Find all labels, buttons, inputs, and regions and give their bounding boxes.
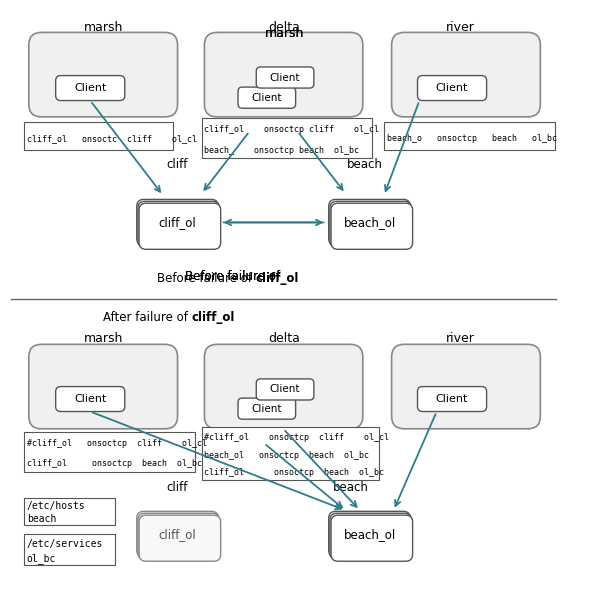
FancyBboxPatch shape — [204, 344, 363, 429]
FancyBboxPatch shape — [329, 199, 410, 245]
FancyBboxPatch shape — [202, 427, 379, 480]
Text: beach: beach — [27, 515, 56, 524]
FancyBboxPatch shape — [24, 534, 115, 565]
FancyBboxPatch shape — [138, 513, 219, 559]
FancyBboxPatch shape — [56, 387, 125, 412]
Text: beach_o   onsoctcp   beach   ol_bc: beach_o onsoctcp beach ol_bc — [387, 135, 557, 144]
Text: marsh: marsh — [264, 27, 304, 40]
FancyBboxPatch shape — [417, 76, 486, 100]
Text: marsh: marsh — [84, 333, 124, 345]
FancyBboxPatch shape — [384, 122, 555, 150]
Text: #cliff_ol   onsoctcp  cliff    ol_cl: #cliff_ol onsoctcp cliff ol_cl — [27, 439, 207, 448]
Text: river: river — [446, 21, 475, 35]
FancyBboxPatch shape — [137, 512, 218, 557]
Text: After failure of: After failure of — [103, 311, 192, 325]
Text: Client: Client — [74, 83, 106, 93]
Text: delta: delta — [268, 333, 300, 345]
Text: beach_ol: beach_ol — [343, 528, 395, 541]
Text: river: river — [446, 333, 475, 345]
Text: Client: Client — [74, 394, 106, 404]
Text: Client: Client — [436, 83, 468, 93]
Text: cliff_ol    onsoctcp cliff    ol_cl: cliff_ol onsoctcp cliff ol_cl — [204, 125, 379, 135]
FancyBboxPatch shape — [138, 202, 219, 247]
FancyBboxPatch shape — [256, 379, 314, 400]
Text: beach: beach — [347, 158, 382, 171]
FancyBboxPatch shape — [24, 498, 115, 525]
FancyBboxPatch shape — [329, 512, 410, 557]
Text: cliff_ol   onsoctc  cliff    ol_cl: cliff_ol onsoctc cliff ol_cl — [27, 135, 197, 144]
Text: beach: beach — [332, 481, 368, 494]
Text: cliff_ol: cliff_ol — [159, 528, 196, 541]
Text: delta: delta — [268, 21, 300, 35]
FancyBboxPatch shape — [330, 202, 411, 247]
Text: ol_bc: ol_bc — [27, 554, 56, 565]
FancyBboxPatch shape — [331, 203, 413, 249]
FancyBboxPatch shape — [24, 432, 195, 472]
Text: /etc/hosts: /etc/hosts — [27, 501, 86, 511]
Text: beach_    onsoctcp beach  ol_bc: beach_ onsoctcp beach ol_bc — [204, 146, 359, 155]
FancyBboxPatch shape — [204, 32, 363, 117]
Text: beach_ol   onsoctcp  beach  ol_bc: beach_ol onsoctcp beach ol_bc — [204, 451, 369, 460]
Text: cliff_ol: cliff_ol — [255, 272, 298, 285]
Text: /etc/services: /etc/services — [27, 538, 103, 549]
FancyBboxPatch shape — [24, 122, 173, 150]
FancyBboxPatch shape — [139, 515, 220, 561]
Text: cliff_ol: cliff_ol — [159, 216, 196, 229]
Text: #cliff_ol    onsoctcp  cliff    ol_cl: #cliff_ol onsoctcp cliff ol_cl — [204, 433, 389, 442]
FancyBboxPatch shape — [417, 387, 486, 412]
Text: Before failure of: Before failure of — [157, 272, 255, 285]
Text: marsh: marsh — [84, 21, 124, 35]
FancyBboxPatch shape — [256, 67, 314, 88]
Text: cliff: cliff — [167, 481, 189, 494]
FancyBboxPatch shape — [29, 344, 177, 429]
FancyBboxPatch shape — [392, 344, 540, 429]
FancyBboxPatch shape — [56, 76, 125, 100]
FancyBboxPatch shape — [29, 32, 177, 117]
FancyBboxPatch shape — [392, 32, 540, 117]
FancyBboxPatch shape — [238, 398, 296, 419]
Text: marsh: marsh — [264, 27, 304, 40]
Text: cliff: cliff — [167, 158, 189, 171]
Text: Client: Client — [252, 404, 282, 414]
Text: Client: Client — [436, 394, 468, 404]
Text: cliff_ol     onsoctcp  beach  ol_bc: cliff_ol onsoctcp beach ol_bc — [27, 459, 202, 468]
Text: beach_ol: beach_ol — [343, 216, 395, 229]
FancyBboxPatch shape — [238, 87, 296, 108]
FancyBboxPatch shape — [331, 515, 413, 561]
Text: Client: Client — [270, 72, 300, 82]
Text: Before failure of: Before failure of — [186, 270, 284, 283]
FancyBboxPatch shape — [330, 513, 411, 559]
Text: Before failure of: Before failure of — [186, 270, 284, 283]
FancyBboxPatch shape — [139, 203, 220, 249]
FancyBboxPatch shape — [137, 199, 218, 245]
FancyBboxPatch shape — [202, 118, 372, 158]
Text: cliff_ol      onsoctcp  beach  ol_bc: cliff_ol onsoctcp beach ol_bc — [204, 468, 384, 477]
Text: Client: Client — [252, 93, 282, 103]
Text: Client: Client — [270, 384, 300, 395]
Text: cliff_ol: cliff_ol — [192, 311, 235, 325]
